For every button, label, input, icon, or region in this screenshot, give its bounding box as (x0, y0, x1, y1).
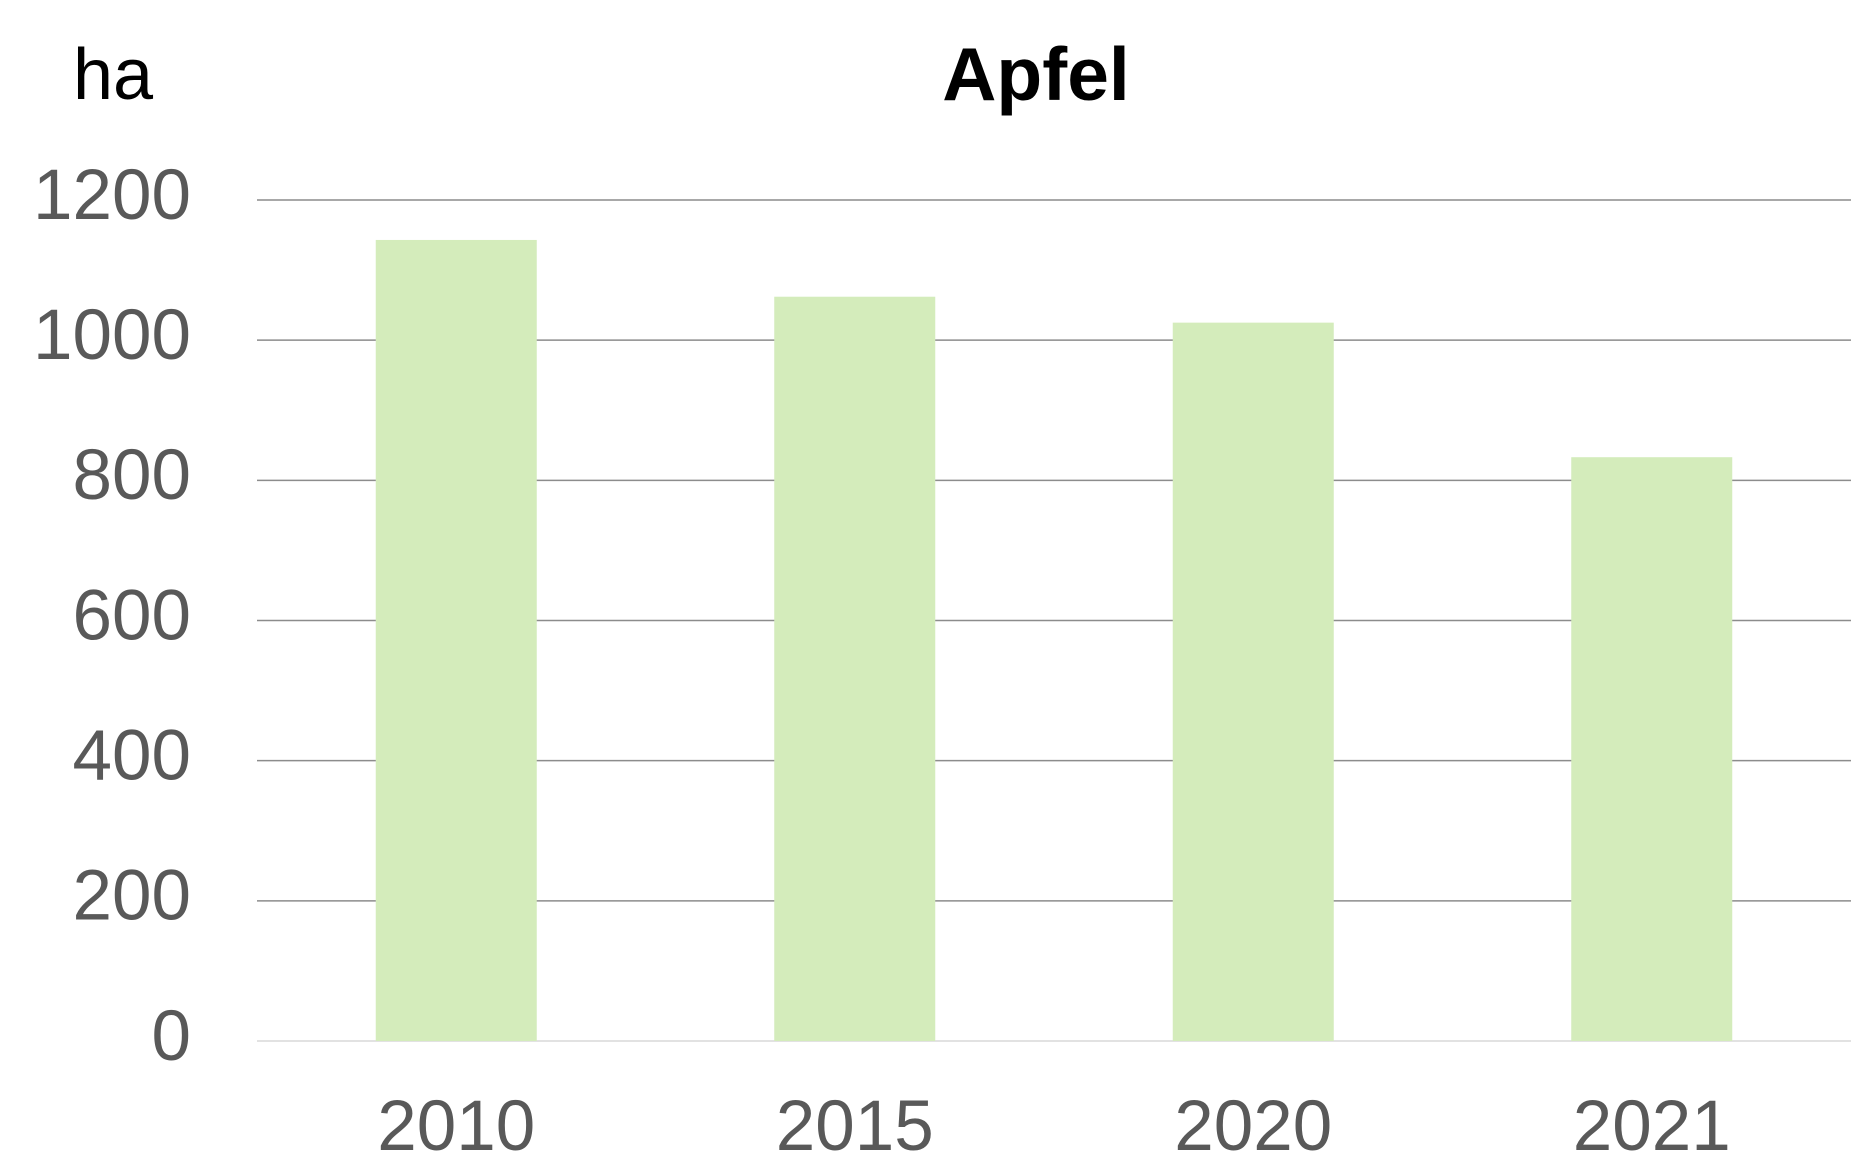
bar (1172, 322, 1334, 1041)
chart-title: Apfel (942, 32, 1130, 116)
y-tick-label: 1000 (33, 296, 191, 375)
y-axis-label: ha (73, 35, 154, 115)
y-tick-label: 1200 (33, 156, 191, 235)
y-tick-label: 400 (73, 716, 191, 795)
y-tick-label: 600 (73, 576, 191, 655)
x-tick-label: 2010 (377, 1087, 535, 1162)
y-tick-label: 800 (73, 436, 191, 515)
x-tick-label: 2020 (1174, 1087, 1332, 1162)
bar (375, 239, 537, 1041)
y-tick-label: 200 (73, 857, 191, 936)
bar (774, 296, 936, 1042)
y-tick-label: 0 (152, 997, 192, 1076)
bar (1571, 457, 1733, 1042)
x-tick-label: 2015 (776, 1087, 934, 1162)
x-tick-label: 2021 (1573, 1087, 1731, 1162)
